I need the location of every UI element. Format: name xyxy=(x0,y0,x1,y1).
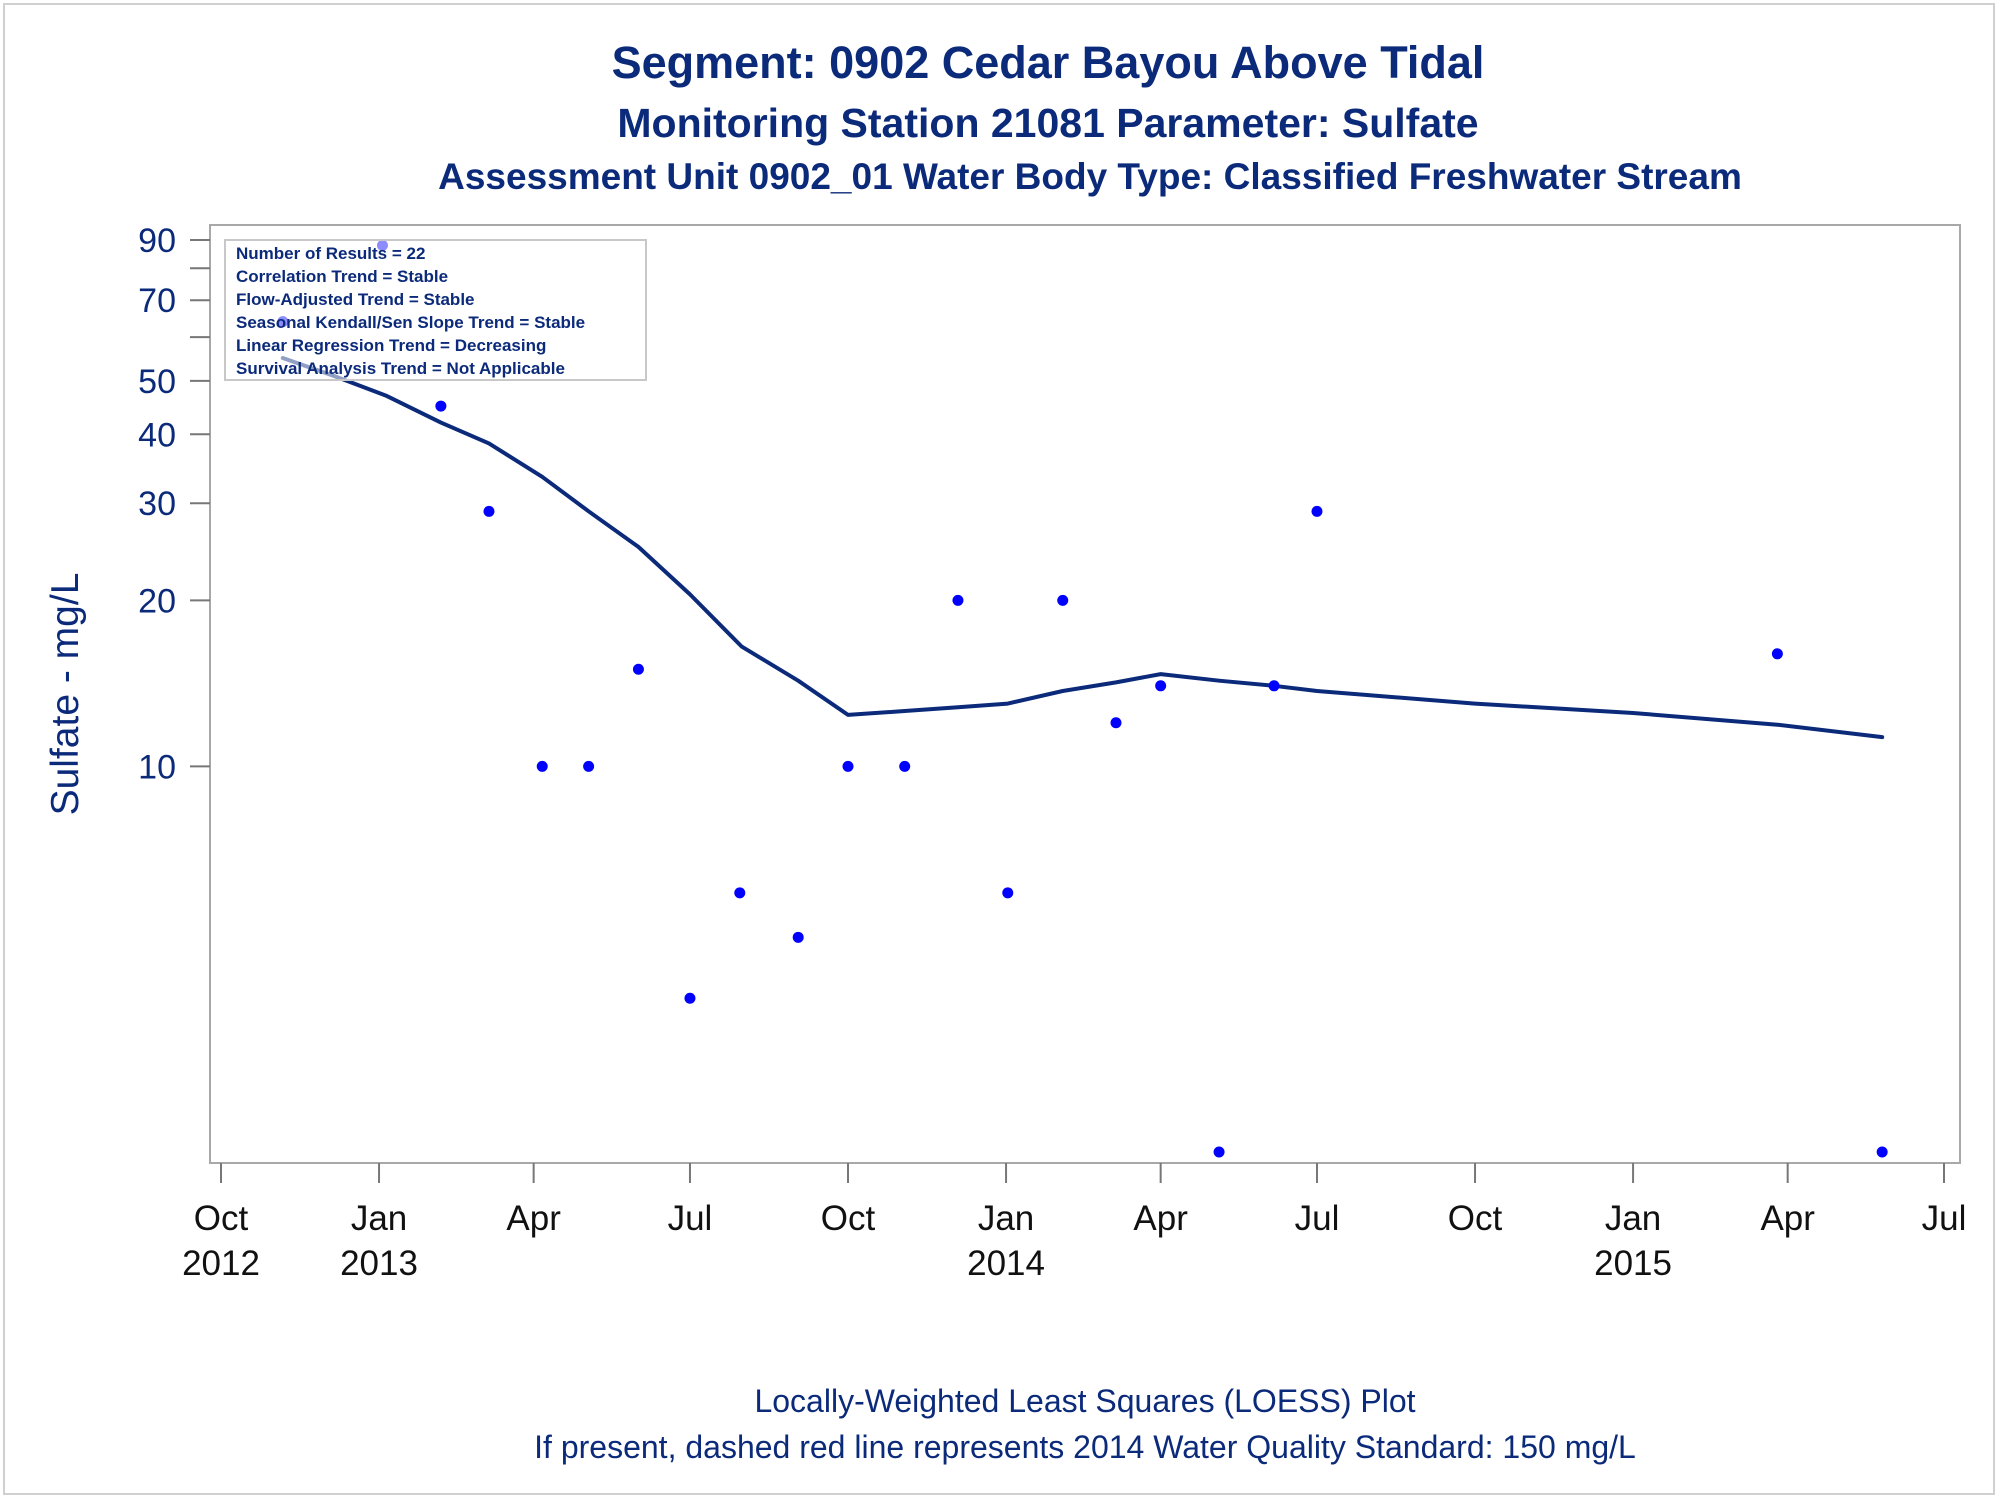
data-point xyxy=(1002,887,1014,899)
data-point xyxy=(1771,648,1783,660)
x-tick-year-label: 2014 xyxy=(967,1244,1045,1283)
data-point xyxy=(1057,594,1069,606)
y-tick-label: 90 xyxy=(138,222,176,260)
x-tick-label: Apr xyxy=(1133,1199,1188,1238)
y-tick-label: 50 xyxy=(138,363,176,401)
chart-title: Segment: 0902 Cedar Bayou Above Tidal xyxy=(612,37,1485,88)
plot-area xyxy=(209,224,1961,1164)
x-tick-year-label: 2015 xyxy=(1594,1244,1672,1283)
data-point xyxy=(792,931,804,943)
stats-inset: Number of Results = 22 Correlation Trend… xyxy=(224,239,647,381)
x-axis: Oct 2012 Jan 2013 Apr Jul Oct Jan 2014 Apr Jul Oct J… xyxy=(182,1163,1966,1283)
data-point xyxy=(632,663,644,675)
data-point xyxy=(842,760,854,772)
chart-subtitle-2: Assessment Unit 0902_01 Water Body Type:… xyxy=(438,156,1742,197)
loess-curve-group xyxy=(280,356,1885,740)
x-tick-year-label: 2012 xyxy=(182,1244,260,1283)
data-point xyxy=(583,760,595,772)
data-point xyxy=(483,505,495,517)
data-point xyxy=(1110,717,1122,729)
inset-line: Flow-Adjusted Trend = Stable xyxy=(236,290,475,309)
data-point xyxy=(435,400,447,412)
loess-line xyxy=(280,356,1885,740)
inset-line: Survival Analysis Trend = Not Applicable xyxy=(236,359,565,378)
data-point xyxy=(899,760,911,772)
y-axis: 10 20 30 40 50 70 90 xyxy=(138,222,210,786)
data-point xyxy=(952,594,964,606)
y-tick-label: 40 xyxy=(138,416,176,454)
data-point xyxy=(1311,505,1323,517)
y-tick-label: 70 xyxy=(138,282,176,320)
x-tick-label: Jul xyxy=(1295,1199,1340,1238)
x-tick-label: Jan xyxy=(351,1199,407,1238)
stats-inset-box xyxy=(224,239,647,381)
y-tick-label: 10 xyxy=(138,748,176,786)
x-tick-label: Apr xyxy=(506,1199,561,1238)
x-tick-year-label: 2013 xyxy=(340,1244,418,1283)
data-point xyxy=(1155,680,1167,692)
footnote-2: If present, dashed red line represents 2… xyxy=(534,1429,1636,1465)
x-tick-label: Apr xyxy=(1760,1199,1815,1238)
x-tick-label: Oct xyxy=(194,1199,249,1238)
data-point xyxy=(536,760,548,772)
data-point xyxy=(1268,680,1280,692)
y-tick-label: 20 xyxy=(138,582,176,620)
data-point xyxy=(1876,1146,1888,1158)
footnote-1: Locally-Weighted Least Squares (LOESS) P… xyxy=(754,1383,1415,1419)
y-axis-label: Sulfate - mg/L xyxy=(44,573,87,816)
x-tick-label: Jan xyxy=(1605,1199,1661,1238)
x-tick-label: Jan xyxy=(978,1199,1034,1238)
data-point xyxy=(1213,1146,1225,1158)
data-point xyxy=(734,887,746,899)
chart-subtitle: Monitoring Station 21081 Parameter: Sulf… xyxy=(617,100,1478,146)
inset-line: Number of Results = 22 xyxy=(236,244,425,263)
inset-line: Linear Regression Trend = Decreasing xyxy=(236,336,546,355)
inset-line: Seasonal Kendall/Sen Slope Trend = Stabl… xyxy=(236,313,585,332)
y-tick-label: 30 xyxy=(138,485,176,523)
data-point xyxy=(684,992,696,1004)
inset-line: Correlation Trend = Stable xyxy=(236,267,448,286)
x-tick-label: Jul xyxy=(1922,1199,1967,1238)
x-tick-label: Oct xyxy=(1448,1199,1503,1238)
x-tick-label: Jul xyxy=(668,1199,713,1238)
x-tick-label: Oct xyxy=(821,1199,876,1238)
